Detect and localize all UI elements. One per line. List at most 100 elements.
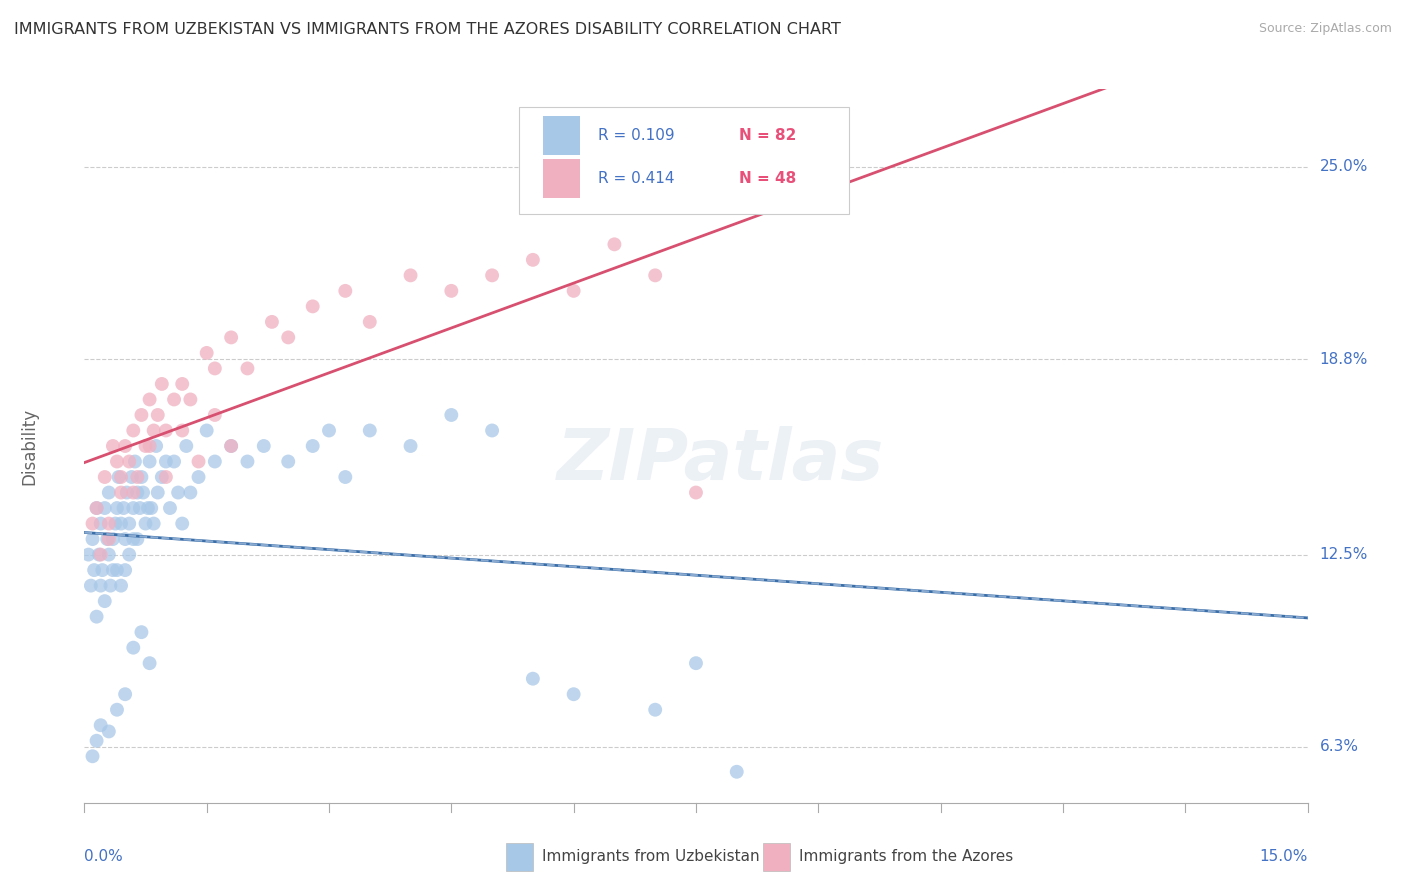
Point: [118, 454, 141, 468]
Text: Disability: Disability: [20, 408, 38, 484]
Point: [110, 516, 132, 531]
Point: [301, 439, 323, 453]
Point: [110, 579, 132, 593]
Point: [685, 485, 707, 500]
Point: [172, 376, 194, 391]
Point: [219, 439, 242, 453]
Point: [138, 439, 160, 453]
Point: [122, 485, 145, 500]
Point: [159, 501, 181, 516]
Point: [277, 330, 299, 344]
Point: [685, 656, 707, 670]
Point: [481, 268, 503, 283]
Text: ZIPatlas: ZIPatlas: [557, 425, 884, 495]
Point: [101, 563, 124, 577]
Point: [114, 532, 136, 546]
Text: 6.3%: 6.3%: [1320, 739, 1358, 755]
Point: [187, 470, 209, 484]
Point: [97, 485, 120, 500]
Point: [114, 563, 136, 577]
Point: [204, 408, 226, 422]
Point: [107, 470, 129, 484]
Point: [174, 439, 197, 453]
Point: [301, 299, 323, 313]
Point: [90, 516, 112, 531]
Point: [97, 548, 120, 562]
Point: [86, 733, 108, 747]
Point: [138, 656, 160, 670]
Point: [86, 501, 108, 516]
Point: [522, 252, 544, 267]
Point: [90, 579, 112, 593]
Text: 15.0%: 15.0%: [1260, 849, 1308, 864]
Point: [96, 532, 118, 546]
Point: [90, 718, 112, 732]
Point: [163, 454, 186, 468]
Point: [562, 284, 585, 298]
Point: [118, 548, 141, 562]
Point: [110, 470, 132, 484]
Point: [131, 408, 153, 422]
Point: [122, 501, 145, 516]
Point: [335, 284, 357, 298]
Bar: [543, 116, 579, 155]
Point: [122, 532, 145, 546]
Point: [127, 532, 149, 546]
Point: [172, 424, 194, 438]
Point: [124, 454, 146, 468]
Point: [603, 237, 626, 252]
Point: [114, 687, 136, 701]
Point: [142, 516, 165, 531]
Text: Immigrants from the Azores: Immigrants from the Azores: [799, 849, 1012, 863]
Point: [522, 672, 544, 686]
Point: [155, 454, 177, 468]
Point: [101, 439, 124, 453]
Point: [150, 470, 173, 484]
Text: Immigrants from Uzbekistan: Immigrants from Uzbekistan: [541, 849, 759, 863]
Point: [135, 439, 157, 453]
Point: [562, 687, 585, 701]
Point: [155, 424, 177, 438]
Text: IMMIGRANTS FROM UZBEKISTAN VS IMMIGRANTS FROM THE AZORES DISABILITY CORRELATION : IMMIGRANTS FROM UZBEKISTAN VS IMMIGRANTS…: [14, 22, 841, 37]
Point: [83, 563, 105, 577]
Point: [115, 485, 138, 500]
Point: [195, 346, 218, 360]
Bar: [543, 159, 579, 198]
Point: [440, 408, 463, 422]
Point: [122, 640, 145, 655]
Point: [118, 516, 141, 531]
Point: [195, 424, 218, 438]
Text: 18.8%: 18.8%: [1320, 351, 1368, 367]
Point: [127, 485, 149, 500]
Point: [131, 625, 153, 640]
Text: R = 0.414: R = 0.414: [598, 171, 675, 186]
Point: [136, 501, 159, 516]
Text: N = 48: N = 48: [738, 171, 796, 186]
Point: [399, 268, 422, 283]
Point: [93, 594, 115, 608]
Point: [219, 330, 242, 344]
Point: [179, 485, 201, 500]
Point: [277, 454, 299, 468]
Point: [93, 501, 115, 516]
Point: [97, 724, 120, 739]
Point: [105, 454, 128, 468]
Point: [122, 424, 145, 438]
Text: N = 82: N = 82: [738, 128, 796, 143]
Point: [359, 315, 381, 329]
Point: [105, 563, 128, 577]
Bar: [506, 844, 533, 871]
Point: [127, 470, 149, 484]
Point: [82, 532, 104, 546]
Point: [219, 439, 242, 453]
Point: [146, 485, 169, 500]
Point: [253, 439, 276, 453]
Point: [101, 532, 124, 546]
Point: [204, 454, 226, 468]
Text: R = 0.109: R = 0.109: [598, 128, 675, 143]
Point: [440, 284, 463, 298]
Point: [260, 315, 283, 329]
Point: [97, 532, 120, 546]
Point: [132, 485, 155, 500]
Point: [142, 424, 165, 438]
